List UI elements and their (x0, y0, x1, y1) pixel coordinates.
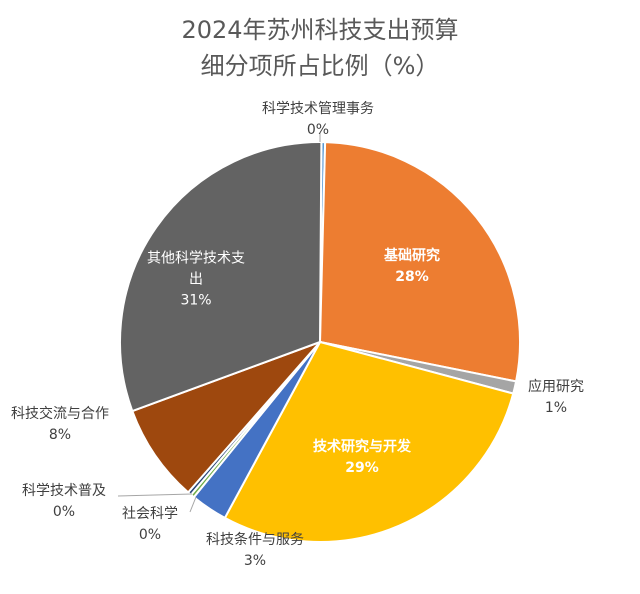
value-label: 0% (138, 527, 162, 543)
category-label: 社会科学 (122, 506, 178, 522)
slice-label: 应用研究 1% (528, 377, 584, 419)
slice-label: 科学技术管理事务 0% (262, 99, 374, 141)
slice-label: 技术研究与开发 29% (307, 437, 417, 479)
slice-label: 科技条件与服务 3% (205, 530, 305, 572)
pie-slice (131, 341, 321, 494)
leader-line (117, 493, 193, 497)
category-label: 其他科学技术支出 (147, 250, 245, 288)
value-label: 31% (180, 292, 212, 309)
category-label: 科技条件与服务 (206, 532, 304, 548)
slice-label: 其他科学技术支出 31% (144, 249, 249, 312)
value-label: 0% (52, 504, 76, 520)
category-label: 科学技术管理事务 (262, 101, 374, 117)
pie-slice (223, 340, 515, 543)
category-label: 技术研究与开发 (313, 439, 411, 455)
value-label: 8% (48, 427, 72, 443)
leader-line (189, 496, 197, 513)
value-label: 1% (544, 400, 568, 416)
value-label: 3% (243, 553, 267, 569)
category-label: 基础研究 (384, 248, 440, 264)
slice-label: 社会科学 0% (122, 504, 178, 546)
value-label: 0% (306, 122, 330, 138)
category-label: 科学技术普及 (22, 483, 106, 499)
slice-label: 科技交流与合作 8% (10, 404, 110, 446)
slice-label: 基础研究 28% (384, 246, 440, 288)
pie-slice (119, 141, 323, 413)
value-label: 29% (345, 460, 379, 476)
category-label: 科技交流与合作 (11, 406, 109, 422)
value-label: 28% (395, 269, 429, 285)
pie-slice (318, 141, 521, 383)
chart-title: 2024年苏州科技支出预算细分项所占比例（%） (181, 16, 459, 80)
category-label: 应用研究 (528, 379, 584, 395)
slice-label: 科学技术普及 0% (22, 481, 106, 523)
